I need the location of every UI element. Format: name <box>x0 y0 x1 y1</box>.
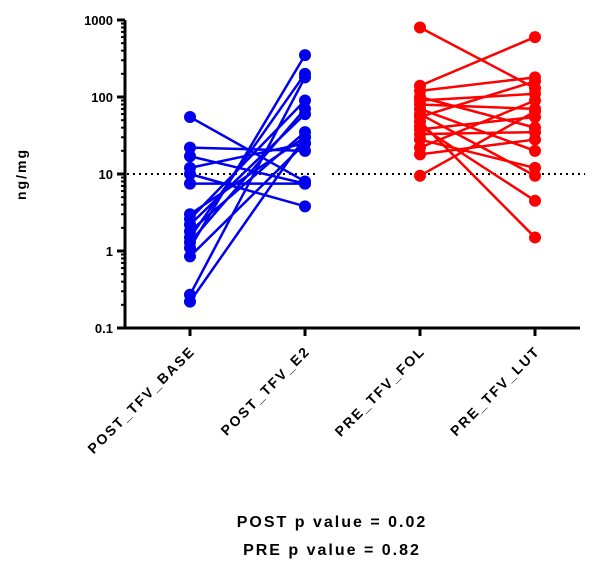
post-point <box>184 141 196 154</box>
x-tick-label: POST_TFV_E2 <box>217 343 313 439</box>
pre-point <box>414 21 426 34</box>
axis-layer: 0.1 1 10 100 1000 <box>84 13 580 336</box>
y-tick-label: 1 <box>106 244 113 259</box>
pre-point <box>529 161 541 174</box>
post-pair-line <box>188 136 307 303</box>
pre-point <box>414 148 426 161</box>
post-point <box>184 150 196 163</box>
pre-pair-line <box>419 107 536 152</box>
post-point <box>299 49 311 62</box>
pre-pair-line <box>419 138 536 156</box>
pre-p-value-note: PRE p value = 0.82 <box>243 542 421 559</box>
y-tick-label: 100 <box>91 90 113 105</box>
y-tick-label: 10 <box>99 167 113 182</box>
post-point <box>299 200 311 213</box>
pre-point <box>529 75 541 88</box>
post-pair-line <box>189 142 306 258</box>
post-point <box>299 102 311 115</box>
series-layer <box>184 21 541 308</box>
post-series <box>184 49 311 308</box>
post-point <box>184 295 196 308</box>
post-p-value-note: POST p value = 0.02 <box>236 514 428 531</box>
pre-pair-line <box>419 26 536 90</box>
post-point <box>299 94 311 107</box>
post-pair-line <box>188 76 307 296</box>
pre-point <box>529 31 541 44</box>
pre-pair-line <box>419 80 536 119</box>
post-point <box>184 168 196 180</box>
pre-point <box>529 133 541 146</box>
post-pair-line <box>189 172 306 208</box>
post-point <box>184 177 196 190</box>
pre-point <box>529 94 541 107</box>
post-point <box>184 250 196 263</box>
pre-pair-line <box>419 76 536 93</box>
y-tick-label: 0.1 <box>95 321 113 336</box>
x-tick-label: PRE_TFV_FOL <box>331 343 428 440</box>
post-point <box>299 177 311 190</box>
post-pair-line <box>188 54 307 249</box>
pre-point <box>414 169 426 182</box>
x-tick-label: PRE_TFV_LUT <box>447 343 543 439</box>
post-pair-line <box>189 99 306 220</box>
post-point <box>184 241 196 254</box>
post-point <box>299 71 311 84</box>
pre-pair-line <box>419 130 536 136</box>
pre-pair-line <box>419 110 536 177</box>
label-layer: POST_TFV_BASE POST_TFV_E2 PRE_TFV_FOL PRE_T… <box>84 343 543 457</box>
post-point <box>184 110 196 123</box>
x-tick-label: POST_TFV_BASE <box>84 343 198 457</box>
pre-point <box>529 144 541 157</box>
pre-pair-line <box>419 35 536 87</box>
pre-pair-line <box>419 99 536 149</box>
pre-point <box>529 194 541 207</box>
y-tick-label: 1000 <box>84 13 113 28</box>
pre-point <box>529 105 541 118</box>
pre-series <box>414 21 541 244</box>
pre-pair-line <box>419 92 536 102</box>
post-point <box>299 131 311 144</box>
post-pair-line <box>188 73 307 239</box>
pre-pair-line <box>419 120 536 239</box>
pre-point <box>529 231 541 244</box>
y-axis-title: ng/mg <box>13 148 29 200</box>
pre-pair-line <box>419 138 536 170</box>
post-pair-line <box>189 108 306 244</box>
